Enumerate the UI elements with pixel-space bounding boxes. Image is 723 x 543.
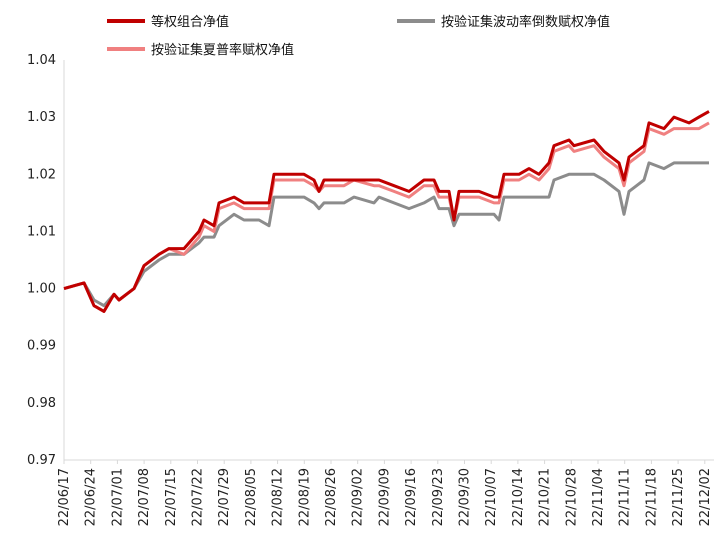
- x-tick-label: 22/12/02: [698, 468, 713, 526]
- x-tick-label: 22/09/16: [404, 468, 419, 526]
- series-line-2: [63, 121, 710, 313]
- x-tick-label: 22/08/19: [297, 468, 312, 526]
- x-tick-label: 22/06/17: [57, 468, 72, 526]
- y-tick-label: 1.04: [27, 53, 56, 68]
- x-tick-label: 22/07/29: [217, 468, 232, 526]
- y-tick-label: 1.02: [27, 167, 56, 182]
- series-lines: [63, 110, 710, 313]
- y-tick-label: 1.00: [27, 282, 56, 297]
- x-tick-label: 22/10/21: [538, 468, 553, 526]
- y-tick-label: 1.03: [27, 110, 56, 125]
- x-tick-label: 22/11/18: [644, 468, 659, 526]
- x-tick-label: 22/08/26: [324, 468, 339, 526]
- legend-label: 按验证集波动率倒数赋权净值: [441, 14, 610, 30]
- y-tick-label: 0.97: [27, 453, 56, 468]
- y-tick-label: 0.99: [27, 339, 56, 354]
- x-tick-label: 22/10/07: [484, 468, 499, 526]
- x-tick-label: 22/07/08: [137, 468, 152, 526]
- x-tick-label: 22/07/15: [164, 468, 179, 526]
- axes: 0.97 0.98 0.99 1.00 1.01 1.02 1.03 1.04 22/06/17…: [27, 53, 714, 526]
- x-tick-label: 22/07/01: [110, 468, 125, 526]
- x-tick-label: 22/09/09: [377, 468, 392, 526]
- y-tick-label: 1.01: [27, 224, 56, 239]
- x-tick-label: 22/08/05: [244, 468, 259, 526]
- y-tick-label: 0.98: [27, 396, 56, 411]
- x-tick-label: 22/10/28: [564, 468, 579, 526]
- x-tick-label: 22/09/30: [458, 468, 473, 526]
- x-tick-label: 22/11/11: [618, 468, 633, 526]
- x-tick-label: 22/07/22: [191, 468, 206, 526]
- series-line-1: [63, 161, 709, 308]
- x-tick-label: 22/09/23: [431, 468, 446, 526]
- legend-label: 按验证集夏普率赋权净值: [151, 42, 294, 58]
- x-tick-label: 22/11/04: [591, 468, 606, 526]
- x-tick-label: 22/10/14: [511, 468, 526, 526]
- series-line-0: [63, 110, 710, 313]
- legend-label: 等权组合净值: [151, 14, 229, 30]
- x-tick-label: 22/09/02: [351, 468, 366, 526]
- x-tick-label: 22/08/12: [271, 468, 286, 526]
- x-tick-label: 22/11/25: [671, 468, 686, 526]
- x-tick-label: 22/06/24: [84, 468, 99, 526]
